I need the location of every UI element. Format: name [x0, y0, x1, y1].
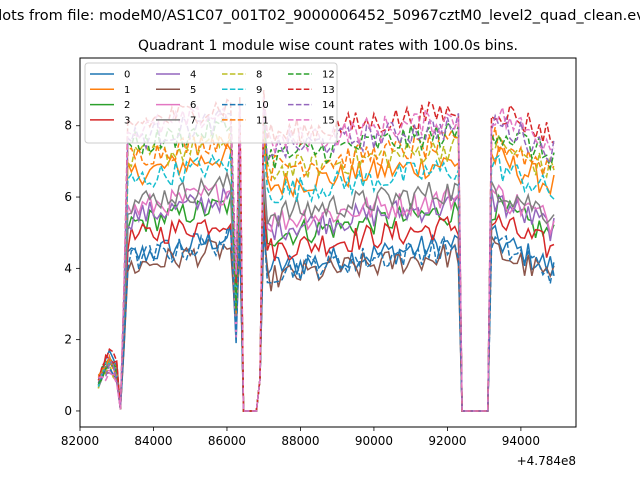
y-tick-label: 4: [64, 261, 72, 275]
y-tick-label: 8: [64, 119, 72, 133]
legend-label-11: 11: [256, 115, 269, 126]
legend-label-9: 9: [256, 85, 262, 96]
legend-label-3: 3: [124, 115, 130, 126]
series-line-2: [97, 189, 555, 412]
legend-label-8: 8: [256, 70, 262, 81]
x-tick-label: 82000: [61, 434, 99, 448]
x-tick-label: 94000: [502, 434, 540, 448]
x-offset-label: +4.784e8: [517, 454, 576, 468]
x-tick-label: 88000: [281, 434, 319, 448]
x-axis: 82000 84000 86000 88000 90000 92000 94000: [61, 427, 540, 448]
series-line-0: [97, 221, 555, 412]
chart-title: Quadrant 1 module wise count rates with …: [138, 38, 518, 54]
legend-label-6: 6: [190, 100, 196, 111]
y-tick-label: 6: [64, 190, 72, 204]
x-tick-label: 92000: [428, 434, 466, 448]
figure-suptitle: Plots from file: modeM0/AS1C07_001T02_90…: [0, 8, 640, 24]
legend-box: [84, 62, 338, 144]
legend-label-14: 14: [322, 100, 335, 111]
series-line-5: [97, 232, 555, 412]
series-line-6: [98, 175, 555, 412]
series-line-9: [97, 147, 555, 412]
x-tick-label: 90000: [355, 434, 393, 448]
legend-label-12: 12: [322, 70, 335, 81]
legend-label-4: 4: [190, 70, 196, 81]
legend-label-15: 15: [322, 115, 335, 126]
legend-label-7: 7: [190, 115, 196, 126]
y-tick-label: 2: [64, 333, 72, 347]
legend-label-2: 2: [124, 100, 130, 111]
legend-label-0: 0: [124, 70, 130, 81]
y-axis: 0 2 4 6 8: [64, 119, 80, 418]
series-line-1: [97, 139, 555, 412]
legend-label-1: 1: [124, 85, 130, 96]
y-tick-label: 0: [64, 404, 72, 418]
legend-label-13: 13: [322, 85, 335, 96]
legend-label-5: 5: [190, 85, 196, 96]
series-line-3: [97, 204, 555, 412]
series-line-7: [97, 168, 555, 412]
x-tick-label: 86000: [208, 434, 246, 448]
axes-frame: [79, 57, 577, 428]
legend-label-10: 10: [256, 100, 269, 111]
series-line-10: [97, 225, 555, 412]
x-tick-label: 84000: [134, 434, 172, 448]
series-line-8: [97, 125, 555, 412]
